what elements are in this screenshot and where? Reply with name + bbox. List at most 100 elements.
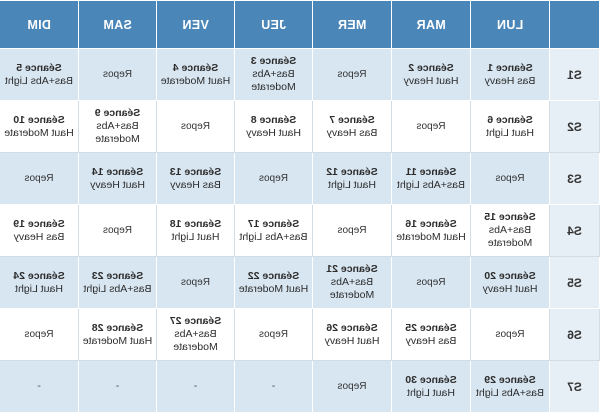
session-description: Bas Heavy xyxy=(484,74,536,87)
rest-day-label: Repos xyxy=(181,121,210,132)
schedule-cell: - xyxy=(0,360,79,413)
session-description: Bas+Abs Light xyxy=(239,230,308,243)
session-description: Bas+Abs Moderate xyxy=(329,276,375,301)
session-title: Séance 27 xyxy=(169,315,222,327)
day-header-sam: SAM xyxy=(78,0,157,49)
schedule-cell: Séance 4 Haut Moderate xyxy=(156,48,235,101)
schedule-cell: Séance 15 Bas+Abs Moderate xyxy=(470,204,550,257)
session-title: Séance 29 xyxy=(484,373,536,386)
schedule-cell: Séance 30 Haut Light xyxy=(391,360,471,413)
day-header-ven: VEN xyxy=(156,0,235,49)
day-header-lun: LUN xyxy=(470,0,550,49)
session-description: Haut Moderate xyxy=(238,282,309,295)
schedule-cell: Repos xyxy=(312,48,392,101)
empty-marker: - xyxy=(37,380,41,392)
session-title: Séance 2 xyxy=(408,61,454,74)
schedule-cell: Séance 29 Bas+Abs Light xyxy=(470,360,550,413)
schedule-cell: Séance 14 Haut Heavy xyxy=(78,152,157,205)
session-description: Haut Light xyxy=(486,126,534,139)
day-header-mar: MAR xyxy=(391,0,471,49)
session-title: Séance 26 xyxy=(326,321,378,334)
schedule-cell: Séance 1 Bas Heavy xyxy=(470,48,550,101)
schedule-cell: - xyxy=(156,360,235,413)
schedule-cell: Repos xyxy=(0,308,79,361)
session-title: Séance 22 xyxy=(247,269,300,282)
session-title: Séance 4 xyxy=(172,61,219,74)
session-description: Bas+Abs Moderate xyxy=(251,68,296,93)
session-title: Séance 11 xyxy=(405,165,457,178)
header-row: LUN MAR MER JEU VEN SAM DIM xyxy=(0,0,600,49)
schedule-cell: Séance 11 Bas+Abs Light xyxy=(391,152,471,205)
week-label: S4 xyxy=(549,204,600,257)
session-title: Séance 23 xyxy=(91,269,144,282)
schedule-cell: Séance 21 Bas+Abs Moderate xyxy=(312,256,392,309)
session-description: Bas+Abs Light xyxy=(397,178,466,191)
schedule-cell: Séance 13 Bas Heavy xyxy=(156,152,235,205)
session-description: Bas+Abs Moderate xyxy=(173,328,218,353)
corner-header xyxy=(549,0,600,49)
empty-marker: - xyxy=(193,380,198,392)
table-row: S3 Repos Séance 11 Bas+Abs Light Séance 12 Ha… xyxy=(0,152,600,205)
schedule-cell: Séance 7 Bas Heavy xyxy=(312,100,392,153)
schedule-cell: Séance 27 Bas+Abs Moderate xyxy=(156,308,235,361)
rest-day-label: Repos xyxy=(103,69,132,80)
session-title: Séance 10 xyxy=(13,113,65,126)
schedule-cell: Séance 2 Haut Heavy xyxy=(391,48,471,101)
schedule-cell: Repos xyxy=(78,204,157,257)
schedule-cell: Séance 18 Haut Light xyxy=(156,204,235,257)
session-title: Séance 14 xyxy=(91,165,144,178)
session-description: Bas Heavy xyxy=(170,178,221,191)
session-title: Séance 28 xyxy=(91,321,144,334)
schedule-cell: Séance 28 Haut Moderate xyxy=(78,308,157,361)
week-label: S6 xyxy=(549,308,600,361)
table-row: S2 Séance 6 Haut Light Repos Séance 7 Bas Hea… xyxy=(0,100,600,153)
table-row: S4 Séance 15 Bas+Abs Moderate Séance 16 Haut… xyxy=(0,204,600,257)
week-label: S7 xyxy=(549,360,600,413)
session-description: Haut Moderate xyxy=(82,334,153,347)
day-header-mer: MER xyxy=(312,0,392,49)
session-title: Séance 15 xyxy=(484,211,536,223)
schedule-cell: Repos xyxy=(234,152,313,205)
rest-day-label: Repos xyxy=(337,69,367,80)
rest-day-label: Repos xyxy=(337,381,367,392)
session-description: Bas+Abs Light xyxy=(83,282,152,295)
schedule-cell: Séance 8 Haut Heavy xyxy=(234,100,313,153)
day-header-dim: DIM xyxy=(0,0,79,49)
table-row: S6 Repos Séance 25 Bas Heavy Séance 26 Haut H… xyxy=(0,308,600,361)
session-title: Séance 21 xyxy=(326,263,378,275)
schedule-cell: Repos xyxy=(391,100,471,153)
rest-day-label: Repos xyxy=(24,173,54,184)
schedule-cell: Séance 5 Bas+Abs Light xyxy=(0,48,79,101)
session-description: Bas+Abs Moderate xyxy=(95,120,140,145)
empty-marker: - xyxy=(271,380,276,392)
rest-day-label: Repos xyxy=(416,121,446,132)
schedule-cell: - xyxy=(78,360,157,413)
session-description: Haut Moderate xyxy=(396,230,466,243)
rest-day-label: Repos xyxy=(259,329,288,340)
rest-day-label: Repos xyxy=(259,173,288,184)
session-title: Séance 6 xyxy=(487,113,533,126)
session-title: Séance 18 xyxy=(169,217,222,230)
session-description: Haut Heavy xyxy=(324,334,380,347)
session-title: Séance 16 xyxy=(405,217,457,230)
rest-day-label: Repos xyxy=(181,277,210,288)
session-title: Séance 13 xyxy=(169,165,222,178)
session-title: Séance 25 xyxy=(405,321,457,334)
session-description: Bas Heavy xyxy=(405,334,457,347)
session-description: Bas Heavy xyxy=(326,126,378,139)
session-description: Bas+Abs Light xyxy=(476,386,545,399)
empty-marker: - xyxy=(115,380,120,392)
schedule-cell: Repos xyxy=(156,100,235,153)
session-description: Haut Moderate xyxy=(160,74,231,87)
rest-day-label: Repos xyxy=(416,277,446,288)
schedule-cell: Séance 3 Bas+Abs Moderate xyxy=(234,48,313,101)
schedule-cell: Séance 10 Haut Moderate xyxy=(0,100,79,153)
schedule-cell: Séance 25 Bas Heavy xyxy=(391,308,471,361)
session-description: Haut Moderate xyxy=(4,126,74,139)
session-description: Haut Light xyxy=(15,282,63,295)
rest-day-label: Repos xyxy=(495,173,525,184)
day-header-jeu: JEU xyxy=(234,0,313,49)
session-description: Haut Light xyxy=(407,386,455,399)
session-title: Séance 5 xyxy=(16,61,62,74)
